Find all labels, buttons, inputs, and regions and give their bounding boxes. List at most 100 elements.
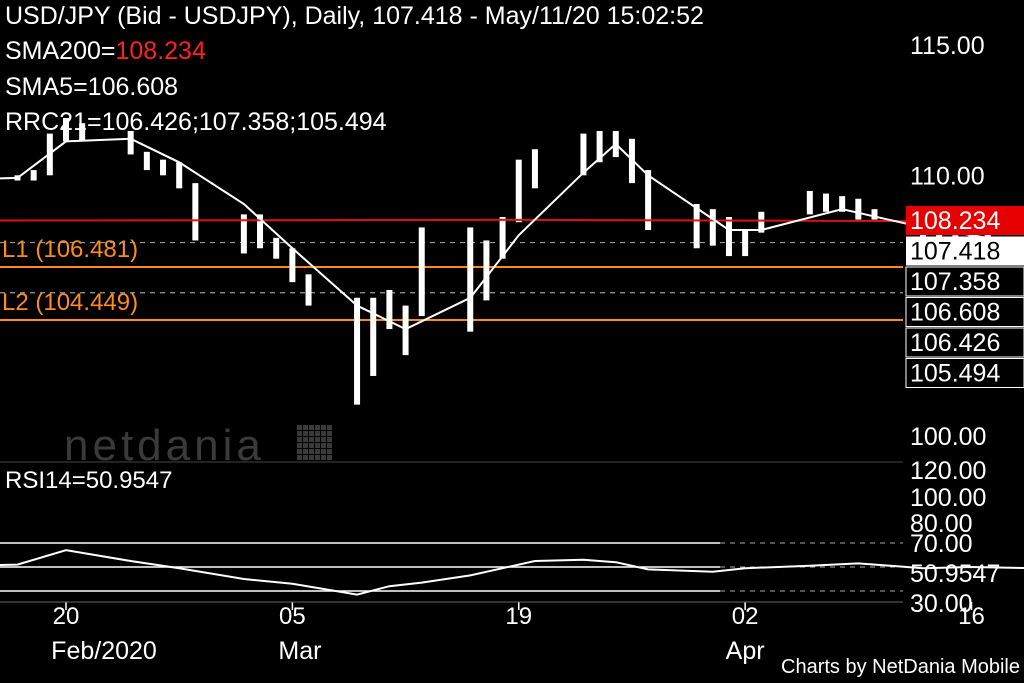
ohlc-bar: [596, 130, 603, 163]
ohlc-bar: [645, 170, 652, 231]
watermark-grid-cell: [297, 425, 302, 430]
credit-text: Charts by NetDania Mobile: [781, 656, 1020, 678]
ohlc-bar: [806, 190, 813, 215]
watermark-grid-cell: [321, 455, 326, 460]
ohlc-bar: [531, 149, 538, 189]
price-tag-box: [906, 206, 1024, 235]
watermark-grid-cell: [315, 443, 320, 448]
price-tag-box: [906, 236, 1024, 266]
watermark-grid-cell: [327, 425, 332, 430]
ohlc-bar: [354, 297, 361, 405]
ohlc-bar: [758, 211, 765, 233]
ohlc-bar: [402, 305, 409, 356]
watermark-grid-cell: [297, 455, 302, 460]
watermark-grid-cell: [303, 455, 308, 460]
watermark-grid-cell: [321, 449, 326, 454]
ohlc-bar: [839, 196, 846, 212]
ohlc-bar: [467, 227, 474, 332]
price-tag-label: 107.358: [910, 268, 1000, 296]
rsi-title: RSI14=50.9547: [5, 467, 172, 494]
watermark-grid-cell: [321, 443, 326, 448]
ohlc-bar: [79, 123, 86, 142]
watermark-grid-cell: [309, 431, 314, 436]
x-tick-label: 16: [958, 603, 985, 630]
x-month-label: Apr: [726, 637, 765, 665]
price-tag-box: [905, 297, 1024, 327]
rsi-panel: RSI14=50.9547 120.00100.0080.0070.0050.95…: [0, 457, 1024, 618]
rrc-readout: RRC21=106.426;107.358;105.494: [5, 108, 387, 136]
ohlc-bar: [192, 183, 199, 241]
watermark-grid-cell: [315, 431, 320, 436]
price-tag-label: 108.234: [910, 207, 1000, 235]
x-month-label: Feb/2020: [51, 637, 157, 665]
ohlc-bar: [305, 274, 312, 306]
watermark-grid-cell: [297, 437, 302, 442]
watermark-grid-cell: [327, 449, 332, 454]
price-axis-tick: 115.00: [910, 32, 985, 60]
watermark-grid-cell: [315, 425, 320, 430]
rsi-axis-tick: 70.00: [910, 530, 973, 558]
price-axis-tick: 100.00: [910, 423, 986, 451]
watermark-grid-cell: [315, 455, 320, 460]
sma200-line: [0, 218, 1024, 223]
watermark-grid-cell: [315, 449, 320, 454]
ohlc-bar: [855, 198, 862, 220]
watermark-grid-cell: [303, 437, 308, 442]
watermark-grid-cell: [309, 449, 314, 454]
watermark-grid-cell: [321, 425, 326, 430]
ohlc-bar: [871, 209, 878, 220]
sma5-readout: SMA5=106.608: [5, 73, 179, 101]
watermark-grid-cell: [327, 455, 332, 460]
grid: netdania2005190216301323Feb/2020MarAprMa…: [0, 421, 985, 665]
ohlc-bar: [418, 227, 425, 317]
ohlc-bar: [725, 216, 732, 257]
price-axis-tick: 110.00: [910, 162, 985, 190]
ohlc-bar: [709, 209, 716, 246]
price-tag-box: [905, 266, 1024, 297]
rsi-axis-tick: 30.00: [910, 590, 973, 618]
sma200-readout: SMA200=108.234: [5, 37, 206, 66]
rsi-axis-tick: 100.00: [910, 484, 986, 512]
watermark-grid-cell: [303, 449, 308, 454]
sma200-label: SMA200=: [5, 37, 116, 65]
watermark-grid-cell: [327, 437, 332, 442]
ohlc-bar: [143, 151, 150, 171]
ohlc-bar: [257, 214, 264, 249]
indicator-lines: [0, 137, 1024, 331]
watermark-logo: netdania: [64, 421, 265, 470]
ohlc-bar: [30, 170, 37, 181]
chart-title: USD/JPY (Bid - USDJPY), Daily, 107.418 -…: [5, 2, 704, 30]
rsi-axis-tick: 120.00: [910, 457, 986, 485]
watermark-grid-cell: [327, 443, 332, 448]
ohlc-bar: [580, 133, 587, 176]
watermark-grid-cell: [315, 437, 320, 442]
watermark-grid-cell: [309, 437, 314, 442]
price-tag-box: [905, 358, 1024, 388]
ohlc-bar: [273, 237, 280, 259]
fib-level-label: L1 (106.481): [2, 236, 138, 263]
ohlc-bar: [742, 230, 749, 257]
watermark-grid-cell: [309, 425, 314, 430]
watermark-grid-cell: [327, 431, 332, 436]
watermark-grid-cell: [309, 455, 314, 460]
price-tag-label: 106.426: [910, 329, 1000, 357]
sma200-value: 108.234: [115, 37, 206, 65]
watermark-grid-cell: [297, 449, 302, 454]
ohlc-bar: [515, 159, 522, 223]
watermark-grid-cell: [303, 443, 308, 448]
x-month-label: Mar: [278, 637, 321, 665]
watermark-grid-cell: [297, 443, 302, 448]
ohlc-bar: [63, 117, 69, 142]
price-tag-label: 107.418: [910, 238, 1000, 266]
rsi-line: [0, 549, 1024, 596]
ohlc-bar: [499, 216, 506, 259]
x-tick-label: 20: [53, 603, 80, 630]
ohlc-series: [14, 117, 991, 405]
price-tag-label: 105.494: [910, 360, 1000, 388]
watermark-grid-cell: [321, 431, 326, 436]
watermark-grid-cell: [303, 425, 308, 430]
price-tag-box: [905, 327, 1024, 358]
ohlc-bar: [483, 240, 490, 301]
